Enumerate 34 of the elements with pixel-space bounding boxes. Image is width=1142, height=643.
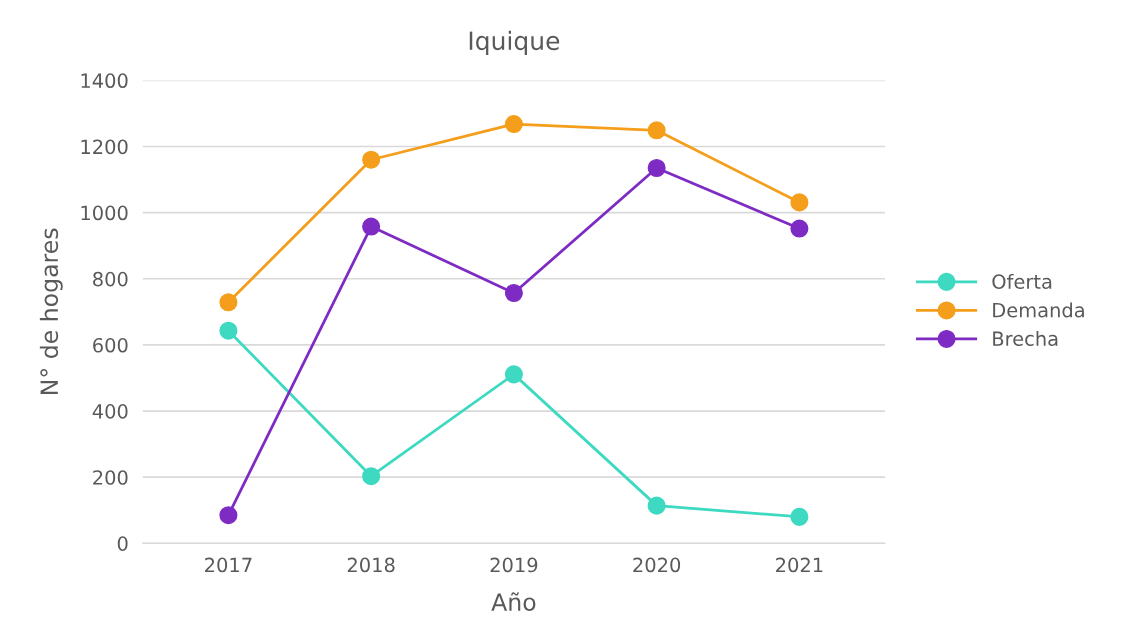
point: [790, 507, 809, 526]
point: [790, 219, 809, 238]
y-tick-label: 0: [117, 536, 128, 551]
x-tick-label: 2019: [490, 557, 538, 573]
legend-label: Brecha: [993, 330, 1058, 347]
point: [362, 217, 381, 236]
point: [504, 365, 523, 384]
x-tick-label: 2017: [205, 557, 252, 573]
y-tick-label: 400: [92, 404, 128, 419]
point: [219, 321, 238, 340]
y-tick-label: 1000: [81, 205, 128, 221]
y-tick-label: 800: [93, 271, 128, 287]
y-axis-title: N° de hogares: [39, 228, 63, 394]
point: [504, 283, 523, 303]
point: [504, 114, 523, 134]
y-tick-label: 200: [93, 470, 128, 485]
legend-label: Demanda: [993, 302, 1084, 318]
point: [790, 193, 809, 212]
point: [647, 158, 666, 178]
point: [647, 121, 666, 140]
x-tick-label: 2021: [776, 557, 823, 573]
point: [219, 506, 238, 525]
point: [362, 150, 381, 169]
x-axis-title: Año: [491, 592, 536, 611]
legend-label: Oferta: [992, 273, 1052, 289]
point: [647, 496, 666, 515]
point: [219, 293, 238, 312]
x-tick-label: 2018: [347, 557, 395, 573]
y-tick-label: 1200: [81, 139, 128, 155]
point: [362, 467, 381, 486]
y-tick-label: 600: [93, 337, 128, 353]
y-tick-label: 1400: [81, 73, 128, 89]
x-tick-label: 2020: [633, 557, 681, 573]
chart-title: Iquique: [469, 30, 560, 56]
